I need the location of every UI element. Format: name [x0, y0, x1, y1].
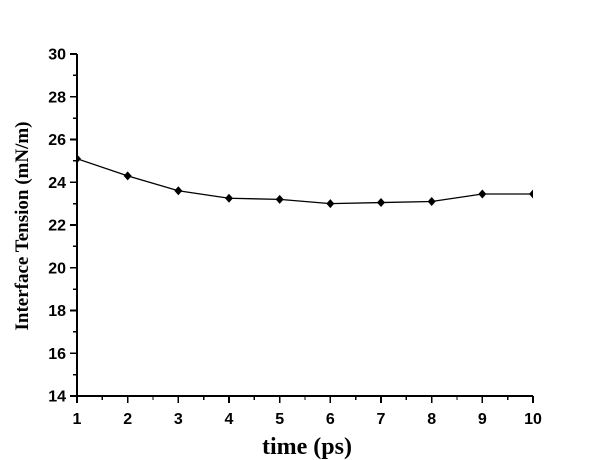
x-tick-label: 6: [326, 411, 335, 428]
x-tick-label: 3: [174, 411, 183, 428]
y-tick-label: 20: [48, 260, 66, 277]
data-point-marker: [377, 198, 385, 208]
y-axis-title: Interface Tension (mN/m): [12, 122, 33, 331]
data-point-marker: [225, 193, 233, 203]
x-tick-label: 8: [427, 411, 436, 428]
y-tick-label: 22: [48, 218, 66, 235]
x-axis-title: time (ps): [262, 434, 352, 460]
data-point-marker: [529, 189, 533, 199]
y-tick-label: 30: [48, 47, 66, 64]
x-tick-label: 10: [524, 411, 542, 428]
x-tick-label: 2: [123, 411, 132, 428]
y-tick-label: 28: [48, 89, 66, 106]
data-line: [77, 158, 533, 205]
x-tick-label: 7: [377, 411, 386, 428]
data-point-marker: [478, 189, 487, 199]
x-tick-label: 5: [275, 411, 284, 428]
data-point-marker: [77, 154, 81, 164]
data-point-marker: [174, 186, 183, 196]
data-point-marker: [326, 199, 335, 209]
y-tick-label: 18: [48, 303, 66, 320]
x-tick-label: 4: [225, 411, 234, 428]
data-point-marker: [427, 196, 436, 206]
y-tick-label: 16: [48, 346, 66, 363]
y-tick-label: 26: [48, 132, 66, 149]
y-tick-label: 24: [48, 175, 66, 192]
x-tick-label: 1: [73, 411, 82, 428]
data-point-marker: [275, 194, 284, 204]
y-tick-label: 14: [48, 389, 66, 406]
chart-root: 14 16 18 20 22 24 26 28 30 1 2 3 4 5 6 7 8 9 10: [48, 47, 542, 429]
x-tick-label: 9: [478, 411, 487, 428]
data-point-marker: [123, 171, 132, 181]
